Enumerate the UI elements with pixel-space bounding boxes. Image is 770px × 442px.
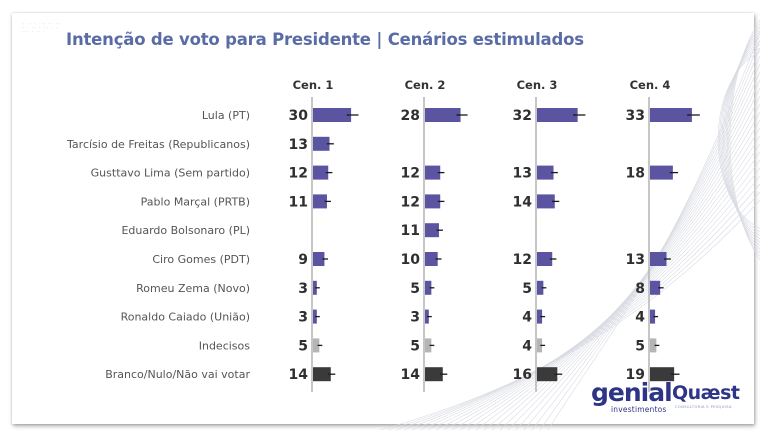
row-label: Ciro Gomes (PDT) xyxy=(152,253,250,266)
bar xyxy=(425,194,441,209)
value-label: 5 xyxy=(410,338,420,354)
value-label: 3 xyxy=(298,310,308,326)
value-label: 3 xyxy=(410,310,420,326)
value-label: 13 xyxy=(289,137,308,153)
value-label: 13 xyxy=(513,166,532,182)
value-label: 4 xyxy=(522,310,532,326)
value-label: 11 xyxy=(401,223,420,239)
value-label: 4 xyxy=(635,310,645,326)
bar xyxy=(537,280,544,295)
bar xyxy=(650,309,656,324)
bar xyxy=(425,108,461,122)
value-label: 5 xyxy=(298,338,308,354)
bar xyxy=(650,252,667,266)
bar xyxy=(650,280,661,295)
value-label: 16 xyxy=(513,367,532,383)
row-label: Tarcísio de Freitas (Republicanos) xyxy=(66,138,250,151)
bar xyxy=(313,367,331,382)
value-label: 30 xyxy=(289,108,309,124)
value-label: 14 xyxy=(513,194,533,210)
value-label: 11 xyxy=(289,194,308,210)
value-label: 28 xyxy=(401,108,420,124)
bar xyxy=(537,108,578,122)
row-label: Romeu Zema (Novo) xyxy=(136,282,250,295)
genial-logo-subtitle: investimentos xyxy=(611,405,667,414)
bar xyxy=(537,338,543,353)
value-label: 33 xyxy=(626,108,645,124)
bar xyxy=(537,165,554,180)
bar xyxy=(313,280,317,295)
row-label: Ronaldo Caiado (União) xyxy=(121,311,250,324)
column-header: Cen. 3 xyxy=(517,78,558,92)
decorative-dot-text: · ·· · ··· ·· ·· · · ·· · ·· · · ··· · ·… xyxy=(22,22,61,35)
row-label: Eduardo Bolsonaro (PL) xyxy=(121,224,250,237)
bar xyxy=(313,194,327,209)
value-label: 12 xyxy=(401,166,420,182)
genial-logo: genial xyxy=(591,378,673,407)
bar xyxy=(313,309,317,324)
bar xyxy=(650,165,673,180)
value-label: 3 xyxy=(298,281,308,297)
bar xyxy=(425,223,439,238)
bar xyxy=(650,338,657,353)
value-label: 14 xyxy=(401,367,421,383)
row-label: Indecisos xyxy=(199,339,251,352)
bar xyxy=(425,367,443,382)
bar xyxy=(425,252,438,266)
value-label: 10 xyxy=(401,252,421,268)
bar xyxy=(650,108,692,122)
value-label: 12 xyxy=(401,194,420,210)
bar xyxy=(313,108,352,122)
bar xyxy=(650,367,675,382)
bar xyxy=(425,280,432,295)
value-label: 5 xyxy=(635,338,645,354)
value-label: 5 xyxy=(410,281,420,297)
bar xyxy=(537,252,553,266)
bar xyxy=(313,338,320,353)
value-label: 9 xyxy=(298,252,308,268)
bar xyxy=(425,165,441,180)
bar xyxy=(537,367,558,382)
row-label: Lula (PT) xyxy=(202,109,250,122)
value-label: 32 xyxy=(513,108,532,124)
value-label: 14 xyxy=(289,367,309,383)
bar xyxy=(425,309,429,324)
row-label: Gusttavo Lima (Sem partido) xyxy=(91,167,250,180)
quaest-logo: Quæst xyxy=(672,382,740,404)
value-label: 12 xyxy=(513,252,532,268)
column-header: Cen. 4 xyxy=(630,78,671,92)
bar xyxy=(313,165,329,180)
column-header: Cen. 2 xyxy=(405,78,446,92)
bar xyxy=(313,136,330,151)
column-header: Cen. 1 xyxy=(293,78,334,92)
value-label: 12 xyxy=(289,166,308,182)
value-label: 5 xyxy=(522,281,532,297)
bar xyxy=(425,338,432,353)
page-title: Intenção de voto para Presidente | Cenár… xyxy=(66,30,584,49)
row-label: Pablo Marçal (PRTB) xyxy=(141,195,250,208)
bar xyxy=(537,309,543,324)
bar xyxy=(537,194,555,209)
value-label: 8 xyxy=(635,281,645,297)
bar xyxy=(313,252,325,266)
value-label: 19 xyxy=(626,367,645,383)
quaest-logo-subtitle: CONSULTORIA E PESQUISA xyxy=(675,405,732,409)
value-label: 13 xyxy=(626,252,645,268)
row-label: Branco/Nulo/Não vai votar xyxy=(105,368,250,381)
value-label: 4 xyxy=(522,338,532,354)
value-label: 18 xyxy=(626,166,645,182)
